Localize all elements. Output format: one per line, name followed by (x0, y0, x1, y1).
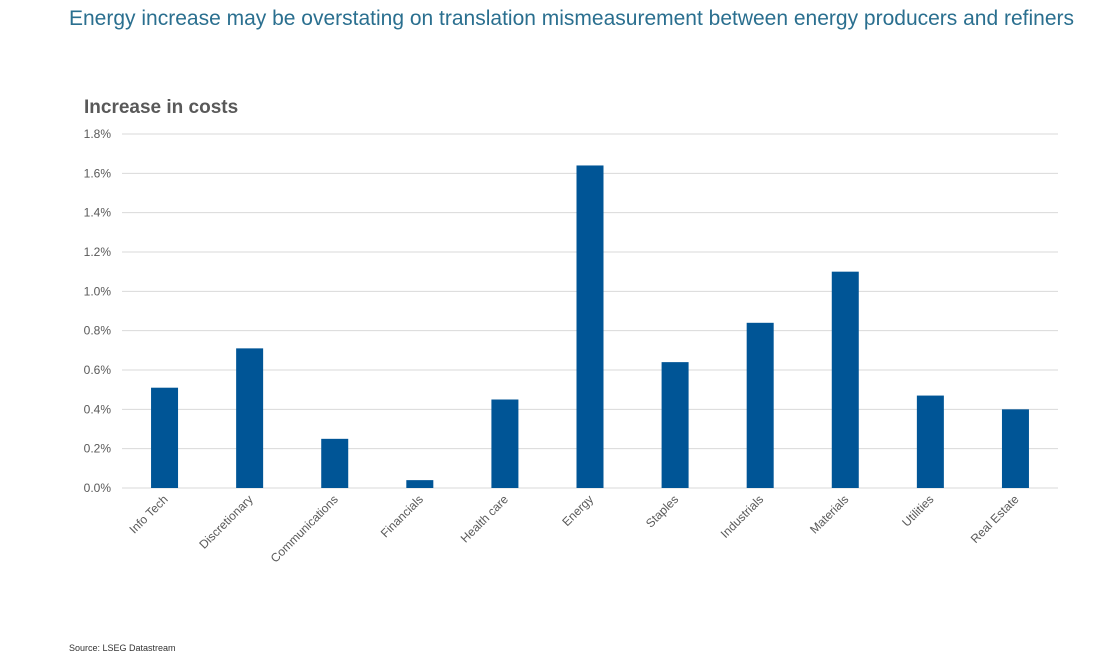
page-headline: Energy increase may be overstating on tr… (69, 7, 1075, 30)
bar-staples (661, 362, 689, 488)
x-category-label: Health care (458, 492, 512, 546)
bar-communications (321, 438, 349, 488)
bar-info-tech (151, 387, 179, 488)
bar-discretionary (236, 348, 264, 488)
x-category-label: Staples (643, 492, 681, 530)
bar-health-care (491, 399, 519, 488)
y-tick-label: 1.0% (84, 284, 112, 298)
bar-industrials (746, 322, 774, 488)
y-tick-label: 0.4% (84, 402, 112, 416)
x-category-label: Communications (268, 492, 341, 565)
x-category-label: Financials (378, 492, 426, 540)
x-category-label: Utilities (899, 492, 936, 529)
y-tick-label: 0.6% (84, 363, 112, 377)
y-tick-label: 1.6% (84, 166, 112, 180)
x-axis-labels: Info Tech Discretionary Communications Fina… (126, 492, 1021, 565)
bar-utilities (916, 395, 944, 488)
y-tick-label: 0.0% (84, 481, 112, 495)
y-tick-label: 1.8% (84, 127, 112, 141)
y-axis-ticks: 0.0% 0.2% 0.4% 0.6% 0.8% 1.0% 1.2% 1.4% 1.6% 1.8% (84, 127, 112, 495)
chart-title: Increase in costs (84, 97, 238, 118)
bar-materials (831, 271, 859, 488)
bar-real-estate (1001, 409, 1029, 488)
bars (151, 165, 1029, 488)
y-tick-label: 1.4% (84, 206, 112, 220)
x-category-label: Info Tech (126, 492, 170, 536)
bar-energy (576, 165, 604, 488)
x-category-label: Materials (807, 492, 851, 536)
y-tick-label: 1.2% (84, 245, 112, 259)
x-category-label: Discretionary (196, 492, 255, 551)
x-category-label: Real Estate (968, 492, 1022, 546)
source-note: Source: LSEG Datastream (69, 643, 176, 653)
y-tick-label: 0.8% (84, 324, 112, 338)
bar-financials (406, 480, 434, 488)
x-category-label: Energy (559, 492, 596, 529)
x-category-label: Industrials (718, 492, 767, 541)
bar-chart: Increase in costs 0.0% 0.2% 0.4% 0.6% 0.8% 1.… (84, 97, 1058, 565)
y-tick-label: 0.2% (84, 442, 112, 456)
